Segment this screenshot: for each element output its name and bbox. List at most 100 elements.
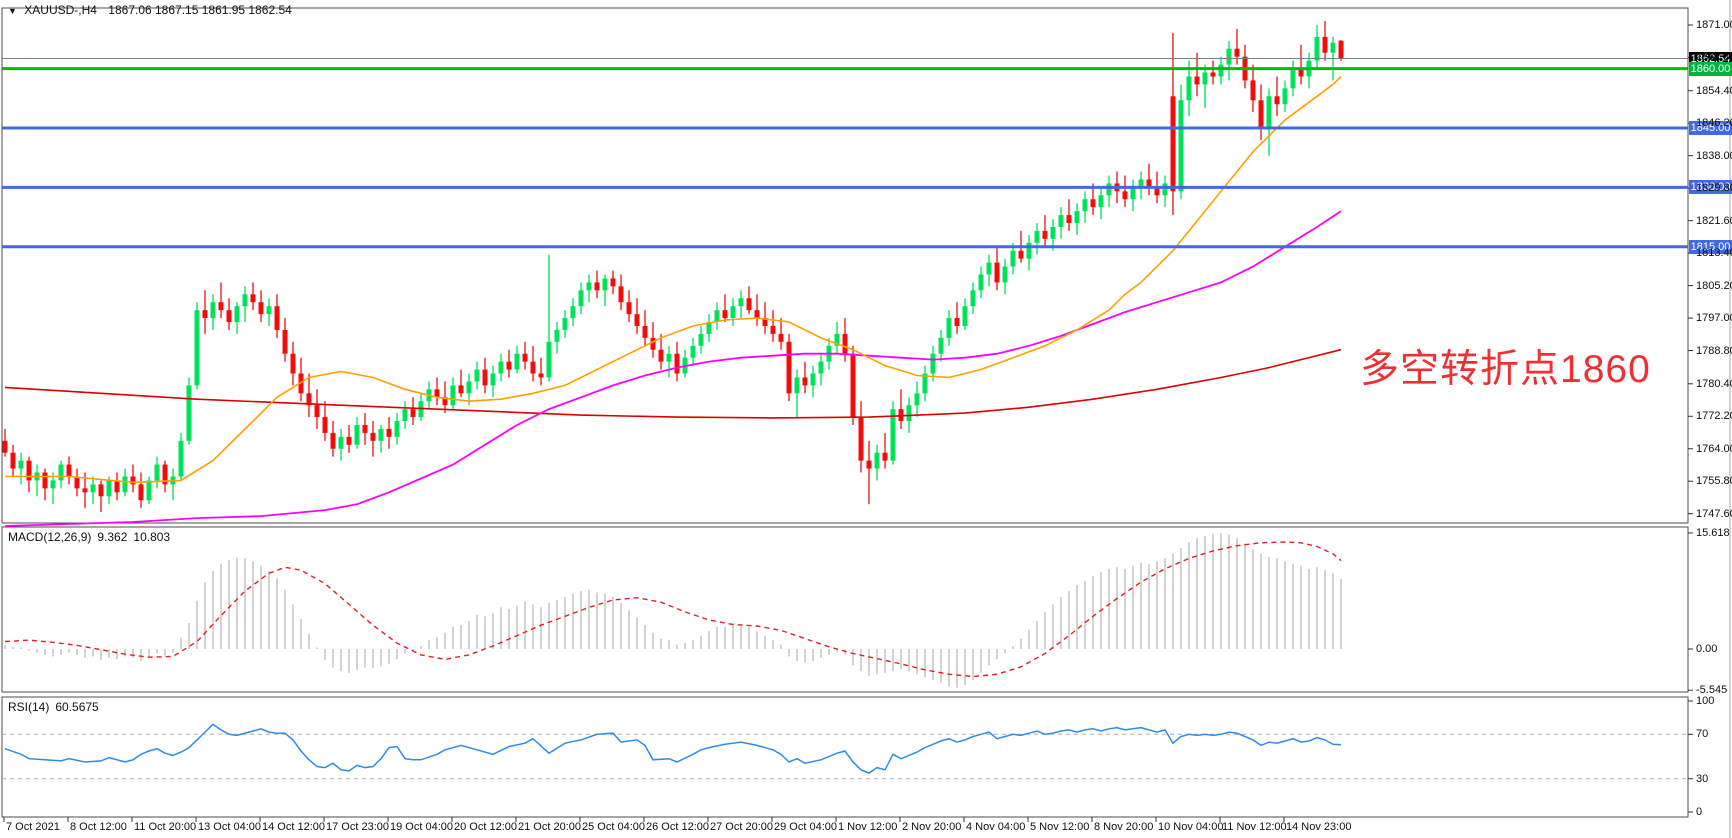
candle-bear: [626, 302, 632, 315]
candle-bear: [434, 389, 440, 398]
candle-bear: [26, 460, 32, 481]
rsi-line: [4, 723, 1342, 774]
candle-bear: [218, 302, 224, 311]
axis-tick-label: 1813.40: [1696, 247, 1732, 260]
axis-tick-label: 1772.20: [1696, 410, 1732, 423]
candle-bull: [1058, 215, 1064, 227]
candle-bear: [506, 361, 512, 370]
candle-bull: [698, 333, 704, 346]
candle-bull: [962, 306, 968, 326]
candle-bear: [594, 282, 600, 291]
candle-bull: [122, 476, 128, 493]
axis-tick-label: 30: [1696, 772, 1709, 785]
time-tick-label: 29 Oct 04:00: [774, 821, 837, 833]
level-badge-1860: 1860.00: [1689, 61, 1732, 76]
panel-frame: [1, 7, 1689, 524]
candle-bull: [1130, 187, 1136, 200]
candle-bull: [514, 353, 520, 370]
axis-tick-label: 1805.20: [1696, 279, 1732, 292]
candle-bull: [194, 310, 200, 386]
candle-bear: [778, 333, 784, 342]
time-tick-label: 8 Nov 20:00: [1094, 821, 1154, 833]
candle-bull: [50, 480, 56, 489]
candle-bear: [274, 306, 280, 330]
panel-frame: [1, 696, 1689, 818]
candle-bull: [666, 353, 672, 362]
candle-bull: [930, 353, 936, 374]
candle-bull: [242, 294, 248, 307]
time-tick-label: 14 Oct 12:00: [262, 821, 325, 833]
candle-bear: [250, 294, 256, 303]
candle-bull: [1218, 64, 1224, 77]
candle-bear: [370, 432, 376, 441]
candle-bull: [1098, 195, 1104, 208]
candle-bear: [1146, 179, 1152, 188]
candle-bull: [498, 361, 504, 374]
candle-bear: [114, 480, 120, 493]
time-tick-label: 1 Nov 12:00: [838, 821, 898, 833]
axis-tick-label: 0: [1696, 806, 1703, 818]
chart-title: ▼ XAUUSD-,H4 1867.06 1867.15 1861.95 186…: [8, 3, 292, 17]
candle-bear: [282, 329, 288, 354]
axis-tick-label: 1829.80: [1696, 182, 1732, 195]
candle-bull: [178, 440, 184, 477]
time-tick-label: 13 Oct 04:00: [198, 821, 261, 833]
time-tick-label: 7 Oct 2021: [6, 821, 60, 833]
candle-bull: [474, 369, 480, 382]
candle-bear: [330, 432, 336, 449]
candle-bull: [1314, 36, 1320, 61]
candle-bear: [522, 353, 528, 362]
level-badge-1815: 1815.00: [1689, 239, 1732, 254]
candle-bear: [2, 440, 8, 453]
candle-bull: [922, 373, 928, 394]
candle-bear: [314, 405, 320, 418]
candle-bear: [410, 409, 416, 418]
time-tick-label: 17 Oct 23:00: [326, 821, 389, 833]
candle-bull: [1002, 266, 1008, 283]
candle-bull: [338, 436, 344, 449]
candle-bear: [1194, 76, 1200, 85]
macd-main-value: 9.362: [97, 530, 128, 544]
ohlc-values: 1867.06 1867.15 1861.95 1862.54: [108, 3, 292, 17]
candle-bear: [298, 373, 304, 394]
candle-bull: [546, 341, 552, 378]
candle-bull: [818, 361, 824, 374]
candle-bear: [138, 484, 144, 501]
time-tick-label: 5 Nov 12:00: [1030, 821, 1090, 833]
candle-bear: [610, 278, 616, 287]
candle-bull: [1106, 183, 1112, 196]
candle-bear: [650, 337, 656, 350]
axis-tick-label: 15.618: [1696, 526, 1730, 539]
candle-bear: [1018, 250, 1024, 259]
candle-bear: [202, 310, 208, 319]
axis-tick-label: 100: [1696, 695, 1715, 707]
axis-tick-label: 0.00: [1696, 643, 1718, 655]
candle-bull: [1202, 72, 1208, 85]
candle-bear: [1258, 100, 1264, 128]
level-badge-1845: 1845.00: [1689, 120, 1732, 135]
candle-bull: [58, 464, 64, 481]
candle-bear: [10, 452, 16, 469]
candle-bull: [1290, 68, 1296, 89]
candle-bear: [530, 361, 536, 374]
time-tick-label: 4 Nov 04:00: [966, 821, 1026, 833]
candle-bull: [1226, 48, 1232, 65]
time-tick-label: 19 Oct 04:00: [390, 821, 453, 833]
ma-mid-line: [4, 210, 1342, 527]
candle-bull: [602, 278, 608, 291]
candle-bull: [90, 484, 96, 493]
time-tick-label: 21 Oct 20:00: [518, 821, 581, 833]
axis-tick-label: -5.545: [1696, 684, 1728, 697]
candle-bull: [554, 329, 560, 342]
time-tick-label: 11 Nov 12:00: [1222, 821, 1287, 833]
ma-slow-line: [4, 348, 1342, 419]
candle-bull: [706, 322, 712, 334]
symbol-dropdown-arrow-icon: ▼: [8, 6, 17, 16]
candle-bear: [82, 488, 88, 493]
candle-bear: [674, 353, 680, 374]
candle-bear: [538, 373, 544, 378]
candle-bear: [618, 286, 624, 303]
candle-bull: [378, 428, 384, 441]
candle-bear: [1250, 80, 1256, 101]
